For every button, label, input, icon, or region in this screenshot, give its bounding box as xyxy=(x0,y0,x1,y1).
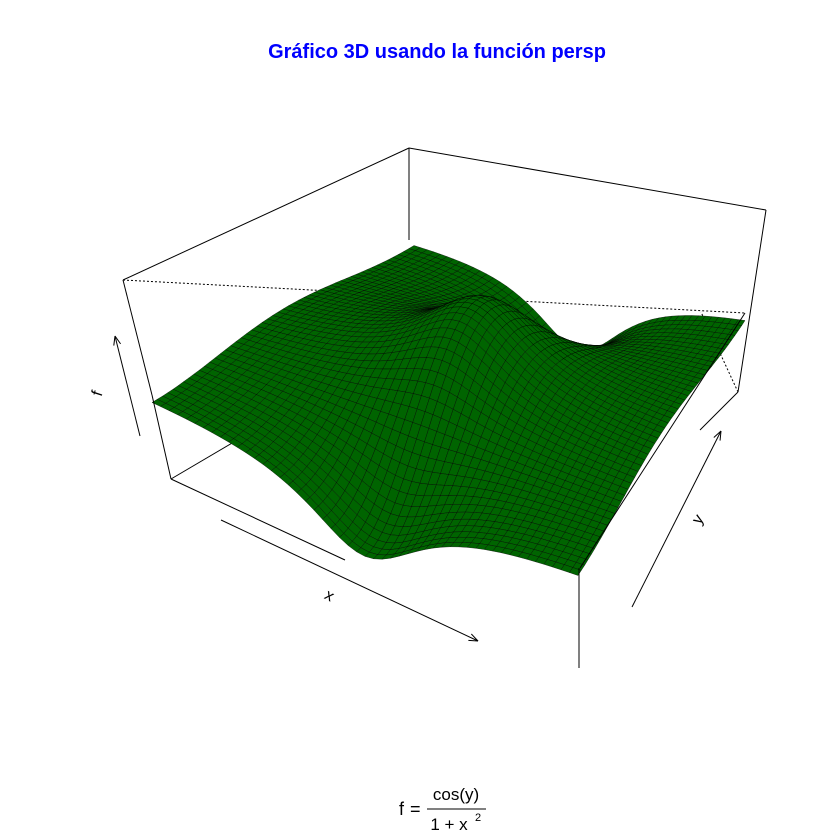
box-edge xyxy=(408,147,767,211)
formula-numerator: cos(y) xyxy=(433,785,479,804)
y-axis-arrow xyxy=(631,430,722,608)
y-axis-arrow-head xyxy=(719,430,722,441)
box-edge xyxy=(699,391,739,431)
z-axis-arrow xyxy=(114,335,141,437)
z-axis-arrow-head xyxy=(114,335,121,345)
x-axis-arrow-head xyxy=(468,639,479,642)
x-axis-arrow-head xyxy=(470,633,479,642)
z-axis-arrow-head xyxy=(113,335,116,346)
box-edge xyxy=(170,478,346,561)
y-axis-label: y xyxy=(689,512,708,528)
x-axis-label: x xyxy=(322,587,337,606)
box-edge xyxy=(151,394,172,480)
box-edge xyxy=(122,279,153,396)
box-edge xyxy=(122,147,410,281)
surface xyxy=(151,245,746,576)
axis-arrows xyxy=(113,335,722,642)
formula-exponent: 2 xyxy=(475,812,481,824)
formula: f = cos(y) 1 + x 2 xyxy=(399,785,486,834)
formula-equals: = xyxy=(410,799,421,819)
z-axis-label: f xyxy=(89,388,107,398)
box-front-edges xyxy=(151,312,746,668)
formula-denominator: 1 + x xyxy=(430,815,468,834)
box-edge xyxy=(737,209,767,393)
x-axis-arrow xyxy=(220,519,479,642)
chart-title: Gráfico 3D usando la función persp xyxy=(268,41,606,63)
surface-facet xyxy=(569,567,582,576)
y-axis-arrow-head xyxy=(713,430,722,438)
box-edge xyxy=(579,312,746,569)
formula-lhs: f xyxy=(399,799,405,819)
